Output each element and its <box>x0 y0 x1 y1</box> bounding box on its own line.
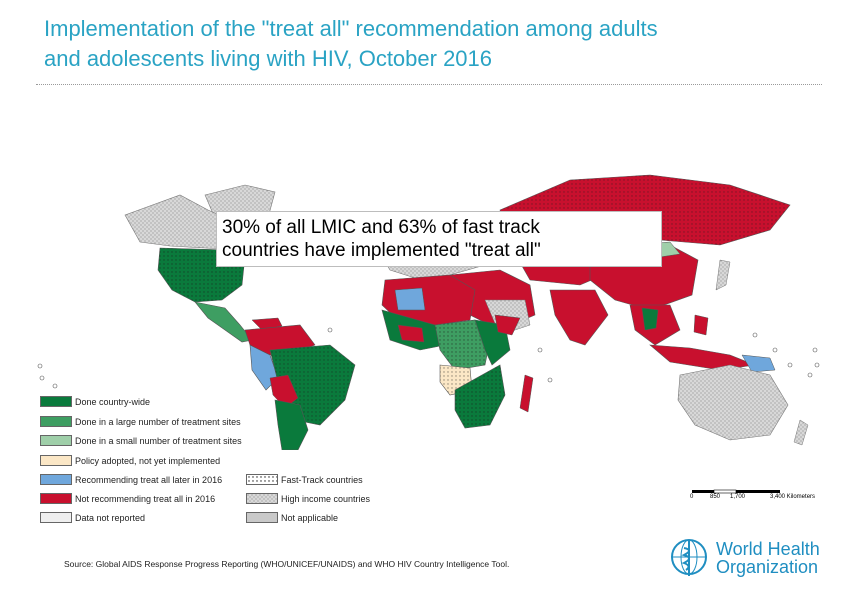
region-japan <box>715 259 731 291</box>
region-thailand <box>641 307 659 331</box>
region-algeria-blue <box>394 287 426 311</box>
region-southern-cone <box>274 399 309 450</box>
region-india <box>549 289 609 346</box>
legend-label: Not applicable <box>281 513 339 523</box>
scale-tick-850: 850 <box>710 494 721 500</box>
title-divider <box>36 84 822 85</box>
key-finding-callout: 30% of all LMIC and 63% of fast track co… <box>216 211 662 267</box>
region-png <box>741 354 776 373</box>
legend-label: Data not reported <box>75 513 146 523</box>
who-logo: World Health Organization <box>666 536 826 580</box>
legend-swatch <box>40 493 72 504</box>
legend-label: Recommending treat all later in 2016 <box>75 475 223 485</box>
who-wordmark-line-1: World Health <box>716 539 820 559</box>
legend-swatch <box>246 474 278 485</box>
region-horn-red <box>494 314 521 336</box>
legend-label: Done in a large number of treatment site… <box>75 417 241 427</box>
legend-swatch <box>40 455 72 466</box>
region-new-zealand <box>793 419 809 446</box>
legend-label: Done in a small number of treatment site… <box>75 436 242 446</box>
legend-label: High income countries <box>281 494 371 504</box>
region-west-africa-red <box>397 324 425 343</box>
legend-swatch <box>40 435 72 446</box>
region-philippines <box>693 314 709 336</box>
scale-bar: 0 850 1,700 3,400 Kilometers <box>690 488 830 512</box>
legend-label: Not recommending treat all in 2016 <box>75 494 216 504</box>
region-indonesia <box>649 344 757 371</box>
who-emblem-icon <box>671 539 707 576</box>
region-caribbean <box>251 317 283 331</box>
small-islands <box>37 327 820 389</box>
who-wordmark: World Health Organization <box>716 540 820 576</box>
scale-tick-3400: 3,400 Kilometers <box>770 494 816 500</box>
region-southern-africa-dots <box>455 365 505 428</box>
region-central-america <box>194 301 253 343</box>
legend-swatch <box>40 396 72 407</box>
callout-line-2: countries have implemented "treat all" <box>222 240 541 261</box>
region-central-africa-dots <box>435 320 490 370</box>
legend-label: Fast-Track countries <box>281 475 363 485</box>
callout-line-1: 30% of all LMIC and 63% of fast track <box>222 217 540 238</box>
title-line-2: and adolescents living with HIV, October… <box>44 46 493 71</box>
scale-tick-1700: 1,700 <box>730 494 746 500</box>
title-line-1: Implementation of the "treat all" recomm… <box>44 16 658 41</box>
source-note: Source: Global AIDS Response Progress Re… <box>64 559 510 569</box>
legend-swatch <box>246 512 278 523</box>
legend-swatch <box>40 416 72 427</box>
legend-swatch <box>246 493 278 504</box>
scale-bar-graphic <box>692 489 780 494</box>
legend-swatch <box>40 512 72 523</box>
legend-label: Policy adopted, not yet implemented <box>75 456 221 466</box>
page-title: Implementation of the "treat all" recomm… <box>44 14 804 74</box>
region-north-africa <box>381 274 476 326</box>
who-wordmark-line-2: Organization <box>716 557 819 577</box>
scale-tick-0: 0 <box>690 494 694 500</box>
region-australia <box>677 364 789 441</box>
legend-label: Done country-wide <box>75 397 151 407</box>
region-madagascar <box>519 374 534 413</box>
legend-swatch <box>40 474 72 485</box>
